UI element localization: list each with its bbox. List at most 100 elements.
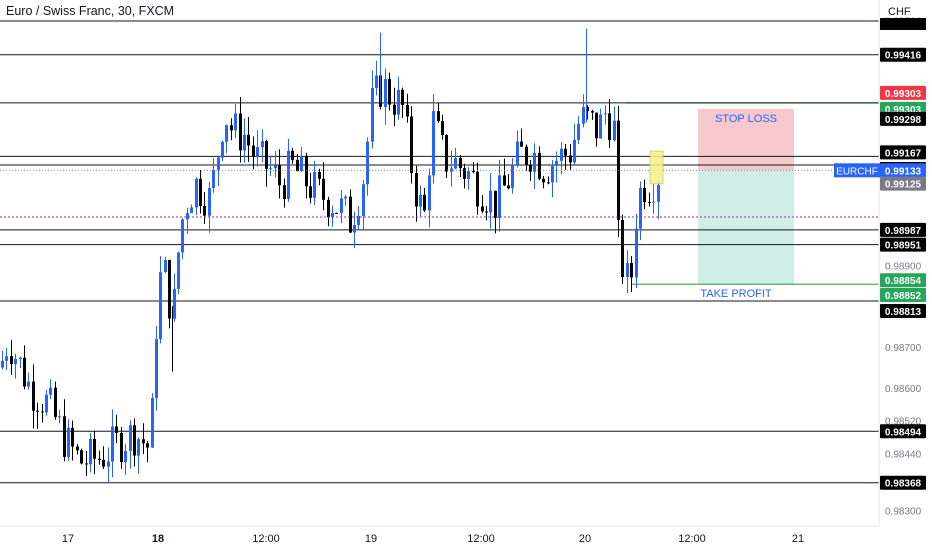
- overlays: [0, 150, 879, 218]
- price-label: 0.99303: [885, 89, 922, 100]
- candle-body: [362, 184, 365, 216]
- horizontal-levels[interactable]: [0, 20, 879, 484]
- currency-label: CHF: [888, 6, 911, 18]
- candle-body: [375, 75, 378, 88]
- take-profit-label: TAKE PROFIT: [700, 288, 772, 300]
- candle-body: [309, 186, 312, 198]
- price-label: 0.99303: [885, 105, 922, 116]
- candle-body: [129, 425, 132, 452]
- candle-body: [124, 451, 127, 462]
- candle-body: [657, 184, 660, 202]
- candle-body: [551, 165, 554, 183]
- position-tool[interactable]: STOP LOSS TAKE PROFIT: [626, 102, 879, 300]
- candle-body: [155, 339, 158, 398]
- candle-body: [639, 187, 642, 229]
- candle-body: [511, 164, 514, 189]
- symbol-badge: [834, 163, 880, 178]
- candle-body: [173, 288, 176, 319]
- candle-body: [547, 182, 550, 184]
- price-label-box: [880, 176, 926, 191]
- price-axis[interactable]: 0.995000.989000.987000.986000.985200.984…: [834, 16, 926, 517]
- candle-body: [45, 394, 48, 413]
- candle-body: [23, 357, 26, 387]
- time-tick: 12:00: [467, 533, 495, 545]
- candle-body: [472, 171, 475, 173]
- candle-body: [586, 106, 589, 112]
- candle-body: [146, 443, 149, 448]
- candle-body: [168, 259, 171, 319]
- candle-body: [388, 79, 391, 105]
- candle-body: [102, 459, 105, 467]
- candle-body: [635, 228, 638, 278]
- candle-body: [32, 381, 35, 411]
- candle-body: [384, 79, 387, 107]
- candle-body: [564, 148, 567, 156]
- candle-body: [445, 135, 448, 172]
- candle-body: [120, 432, 123, 462]
- candle-body: [133, 425, 136, 456]
- candle-body: [533, 152, 536, 172]
- candle-body: [340, 198, 343, 213]
- price-label: 0.99416: [885, 51, 922, 62]
- candle-body: [151, 397, 154, 448]
- candle-body: [344, 196, 347, 199]
- time-axis[interactable]: 17 18 12:00 19 12:00 20 12:00 21: [62, 533, 804, 545]
- candle-body: [305, 156, 308, 187]
- candle-body: [195, 178, 198, 208]
- candle-body: [283, 185, 286, 200]
- time-tick: 18: [152, 533, 164, 545]
- candle-body: [137, 439, 140, 456]
- candle-body: [41, 411, 44, 413]
- candle-body: [437, 111, 440, 122]
- candle-body: [186, 213, 189, 220]
- price-label: 0.98951: [885, 241, 922, 252]
- price-label: 0.98494: [885, 427, 922, 438]
- price-label: 0.98987: [885, 226, 922, 237]
- candle-body: [269, 168, 272, 170]
- candle-body: [419, 194, 422, 207]
- price-tick: 0.98700: [885, 343, 922, 354]
- candle-body: [393, 104, 396, 115]
- candle-body: [516, 141, 519, 165]
- price-label: 0.99133: [885, 166, 922, 177]
- candle-body: [221, 141, 224, 158]
- candle-body: [573, 139, 576, 163]
- candle-body: [476, 171, 479, 207]
- candle-body: [261, 141, 264, 148]
- candle-body: [538, 152, 541, 179]
- price-label-box: [880, 145, 926, 160]
- candle-body: [353, 225, 356, 233]
- price-label: 0.99125: [885, 180, 922, 191]
- candle-body: [243, 134, 246, 151]
- candle-body: [423, 194, 426, 211]
- candle-body: [371, 87, 374, 142]
- candle-body: [542, 178, 545, 183]
- candle-body: [331, 212, 334, 218]
- candle-body: [296, 159, 299, 172]
- candle-body: [595, 112, 598, 139]
- candle-body: [58, 416, 61, 418]
- candle-body: [190, 207, 193, 214]
- time-tick: 17: [62, 533, 74, 545]
- candle-body: [599, 114, 602, 139]
- candle-body: [313, 171, 316, 198]
- time-tick: 12:00: [252, 533, 280, 545]
- candle-body: [27, 381, 30, 387]
- candle-body: [49, 387, 52, 395]
- candle-body: [5, 356, 8, 361]
- price-label-box: [880, 475, 926, 490]
- candle-body: [643, 187, 646, 203]
- candle-body: [89, 438, 92, 465]
- price-tick: 0.98300: [885, 506, 922, 517]
- candle-body: [265, 141, 268, 169]
- candle-body: [115, 426, 118, 433]
- candle-body: [111, 426, 114, 462]
- candle-body: [569, 155, 572, 163]
- chart-title: Euro / Swiss Franc, 30, FXCM: [6, 2, 179, 20]
- candle-body: [318, 171, 321, 179]
- candle-body: [441, 121, 444, 136]
- candle-body: [529, 164, 532, 172]
- candle-body: [357, 215, 360, 226]
- price-label: 0.98852: [885, 291, 922, 302]
